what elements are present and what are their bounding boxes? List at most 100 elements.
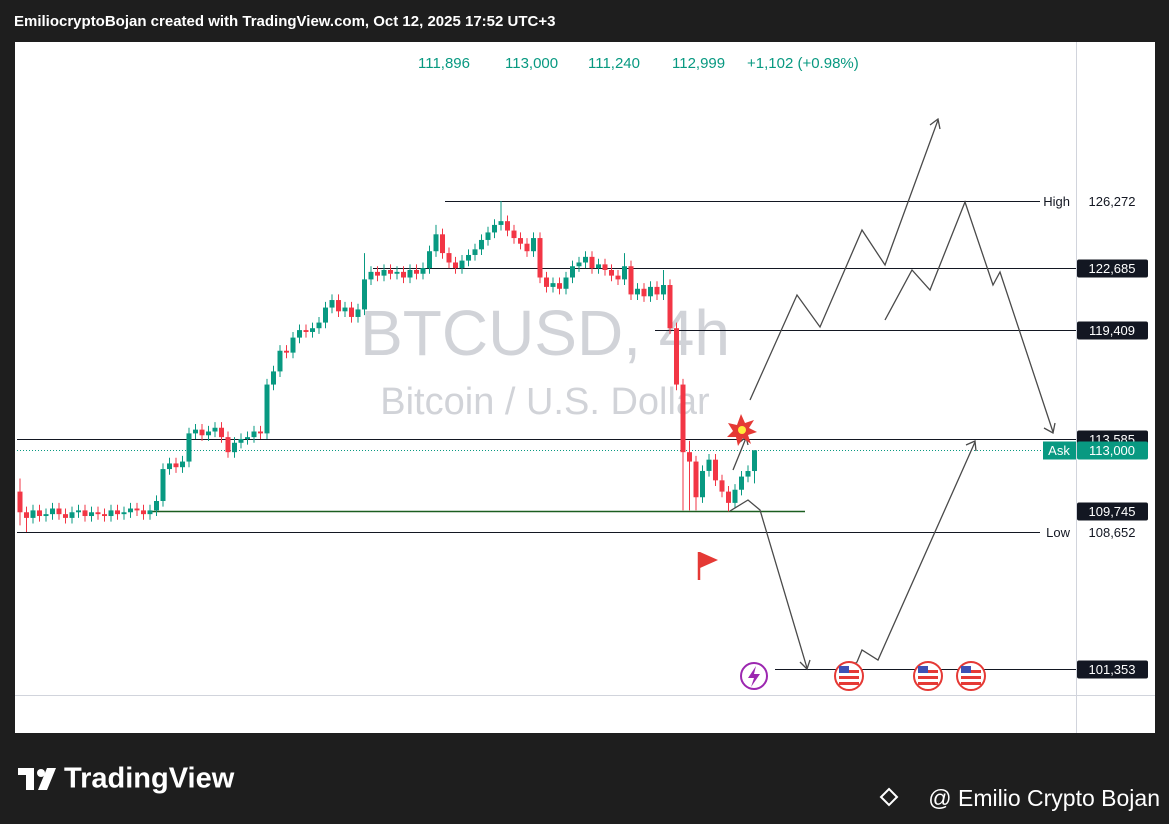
candle-body (323, 307, 328, 323)
candle-body (355, 309, 361, 317)
candle-body (69, 512, 75, 518)
candle-body (232, 442, 237, 453)
candle-body (739, 476, 744, 490)
us-flag-icon (913, 661, 943, 691)
price-label-box (1077, 660, 1148, 679)
candle-body (43, 514, 49, 517)
candle-body (570, 266, 575, 278)
candle-body (303, 330, 309, 332)
candle-body (108, 510, 114, 517)
candle-body (121, 512, 127, 515)
candle-body (290, 337, 296, 353)
candle-body (95, 512, 101, 515)
change-value: +1,102 (+0.98%) (747, 55, 859, 72)
candle-body (726, 491, 731, 503)
arrow-head (1043, 422, 1056, 435)
candle-body (89, 512, 94, 517)
candle-body (440, 234, 445, 254)
candle-body (622, 266, 627, 280)
candle-body (212, 427, 218, 432)
candle-body (63, 514, 68, 518)
author: @ Emilio Crypto Bojan (928, 785, 1160, 811)
price-label: 113,000 (1089, 443, 1135, 458)
flag-icon (697, 552, 718, 580)
close-value: 112,999 (672, 55, 725, 72)
candle-body (674, 328, 679, 385)
candle-body (557, 283, 562, 289)
candle-body (680, 384, 686, 453)
candle-body (706, 459, 712, 471)
candle-body (134, 508, 140, 511)
candle-body (713, 459, 718, 481)
candle-body (693, 461, 699, 498)
candle-body (414, 269, 419, 274)
ask-tag-label: Ask (1048, 443, 1070, 458)
candle-body (446, 253, 452, 263)
candle-body (193, 429, 198, 434)
candle-body (186, 433, 192, 462)
author-icon (879, 787, 899, 807)
candle-body (576, 262, 582, 267)
candle-body (277, 350, 283, 372)
description-watermark: Bitcoin / U.S. Dollar (380, 381, 710, 423)
candle-body (687, 452, 692, 462)
candle-body (407, 269, 413, 278)
arrow-path (732, 437, 747, 471)
candle-body (745, 471, 751, 477)
price-label-box (1077, 259, 1148, 278)
candle-body (427, 251, 432, 269)
candle-body (628, 266, 634, 295)
price-label-box (1077, 321, 1148, 340)
candle-body (394, 271, 400, 274)
candle-body (505, 221, 510, 231)
candle-body (563, 277, 569, 289)
candle-body (537, 238, 543, 278)
candle-body (310, 328, 315, 332)
arrow-path (749, 119, 939, 401)
candle-body (602, 264, 608, 270)
candle-body (368, 271, 374, 280)
candle-body (550, 283, 556, 287)
candle-body (485, 232, 491, 240)
candle-body (544, 277, 549, 287)
candle-body (453, 262, 458, 269)
candle-body (82, 510, 88, 517)
candle-body (752, 450, 757, 472)
price-label: 119,409 (1089, 323, 1135, 338)
candle-body (316, 322, 322, 329)
candle-body (466, 254, 471, 261)
candle-body (388, 269, 393, 274)
candle-body (589, 256, 595, 269)
arrow-head (929, 117, 941, 130)
candle-body (238, 439, 244, 443)
candle-body (524, 243, 530, 252)
candle-body (641, 288, 647, 297)
candle-body (297, 330, 302, 338)
us-event-icons (834, 661, 986, 691)
candle-body (518, 238, 523, 244)
candle-body (206, 431, 211, 436)
candle-body (199, 429, 205, 436)
candle-body (381, 269, 387, 276)
candle-body (498, 221, 504, 225)
candle-body (251, 431, 257, 438)
candle-body (336, 300, 341, 312)
candle-body (115, 510, 120, 515)
candle-body (160, 469, 166, 501)
candle-body (342, 307, 348, 312)
event-icon (740, 662, 768, 690)
candle-body (245, 437, 250, 440)
candle-body (511, 230, 517, 239)
candle-body (141, 510, 146, 515)
price-label: 122,685 (1089, 261, 1136, 276)
candle-body (329, 300, 335, 308)
candle-body (271, 371, 276, 385)
candle-body (225, 437, 231, 453)
price-label-box (1077, 192, 1148, 211)
candle-body (219, 427, 224, 438)
high-value: 113,000 (505, 55, 558, 72)
candle-body (492, 224, 497, 233)
open-value: 111,896 (418, 55, 470, 72)
candle-body (719, 480, 725, 492)
